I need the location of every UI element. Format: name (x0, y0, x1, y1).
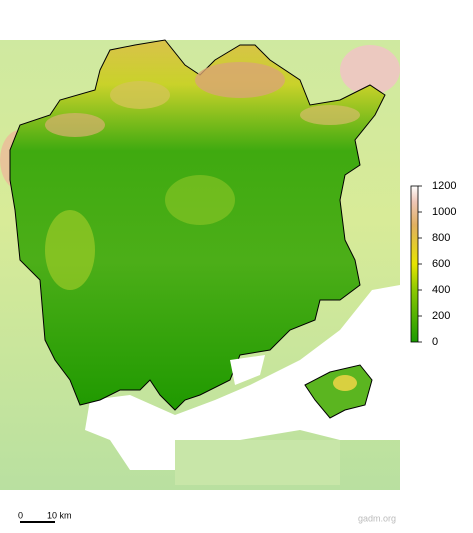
legend-tick-label: 1200 (432, 180, 456, 192)
legend-tick-label: 600 (432, 258, 450, 270)
legend-tick-label: 400 (432, 284, 450, 296)
terrain (0, 39, 400, 490)
legend-tick-label: 200 (432, 310, 450, 322)
legend-tick-label: 1000 (432, 206, 456, 218)
color-bar (410, 185, 419, 343)
credit: gadm.org (358, 513, 396, 523)
scale-start: 0 (18, 510, 23, 520)
legend-tick-label: 800 (432, 232, 450, 244)
legend: 0 200 400 600 800 1000 1200 (410, 180, 456, 348)
legend-tick-label: 0 (432, 336, 438, 348)
scale-end: 10 km (47, 510, 72, 520)
